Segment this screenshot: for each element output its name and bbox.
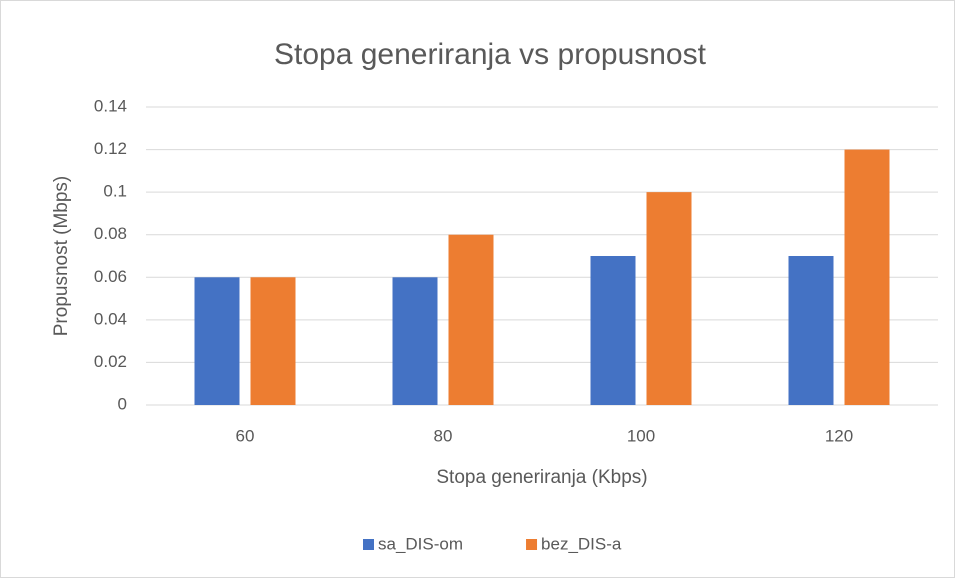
y-tick-label: 0.02: [94, 352, 127, 371]
bar: [250, 277, 296, 405]
y-tick-label: 0.08: [94, 224, 127, 243]
bar: [646, 192, 692, 405]
x-axis-label: Stopa generiranja (Kbps): [436, 467, 647, 488]
x-tick-label: 100: [627, 426, 655, 445]
bar: [392, 277, 438, 405]
legend-swatch: [526, 539, 538, 550]
bar: [194, 277, 240, 405]
legend-label: bez_DIS-a: [541, 534, 622, 553]
y-tick-label: 0.04: [94, 309, 127, 328]
y-tick-label: 0: [118, 394, 127, 413]
bar: [788, 256, 834, 405]
legend-label: sa_DIS-om: [378, 534, 463, 553]
y-axis-label: Propusnost (Mbps): [51, 176, 72, 337]
y-tick-label: 0.12: [94, 139, 127, 158]
y-tick-label: 0.1: [103, 182, 127, 201]
bar: [590, 256, 636, 405]
y-tick-label: 0.06: [94, 267, 127, 286]
bar: [844, 149, 890, 405]
x-tick-label: 120: [825, 426, 853, 445]
x-tick-label: 80: [434, 426, 453, 445]
x-tick-label: 60: [236, 426, 255, 445]
y-tick-label: 0.14: [94, 96, 127, 115]
legend-swatch: [363, 539, 374, 550]
chart-title: Stopa generiranja vs propusnost: [274, 38, 707, 71]
bar: [448, 234, 494, 405]
